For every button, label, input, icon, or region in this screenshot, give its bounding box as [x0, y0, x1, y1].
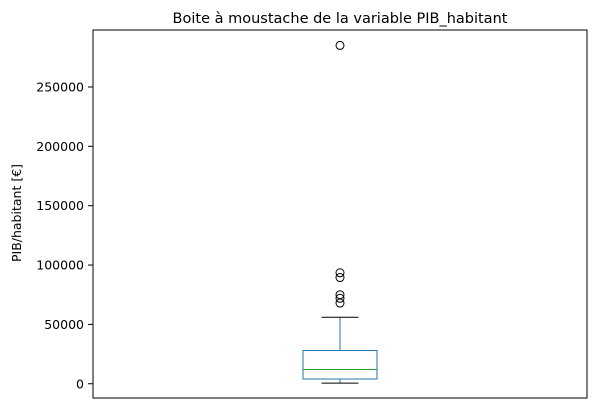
- plot-area-frame: [92, 29, 588, 399]
- outlier-point: [335, 40, 345, 50]
- y-tick-label: 0: [76, 376, 84, 391]
- interquartile-box: [302, 350, 378, 380]
- outlier-point: [335, 273, 345, 283]
- outlier-point: [335, 293, 345, 303]
- outlier-point: [335, 268, 345, 278]
- chart-title: Boite à moustache de la variable PIB_hab…: [173, 11, 508, 27]
- y-tick-label: 200000: [36, 139, 84, 154]
- outlier-point: [335, 298, 345, 308]
- y-tick-label: 100000: [36, 258, 84, 273]
- y-axis-ticks: 0 50000 100000 150000 200000 250000: [36, 79, 93, 391]
- y-tick-label: 150000: [36, 198, 84, 213]
- y-axis-label: PIB/habitant [€]: [9, 164, 24, 262]
- box-plot-marks: [302, 40, 378, 384]
- y-tick-label: 50000: [44, 317, 84, 332]
- y-tick-label: 250000: [36, 79, 84, 94]
